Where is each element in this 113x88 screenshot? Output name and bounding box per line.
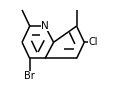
- Text: N: N: [41, 21, 48, 31]
- Text: Cl: Cl: [87, 37, 97, 47]
- Text: Br: Br: [24, 71, 35, 81]
